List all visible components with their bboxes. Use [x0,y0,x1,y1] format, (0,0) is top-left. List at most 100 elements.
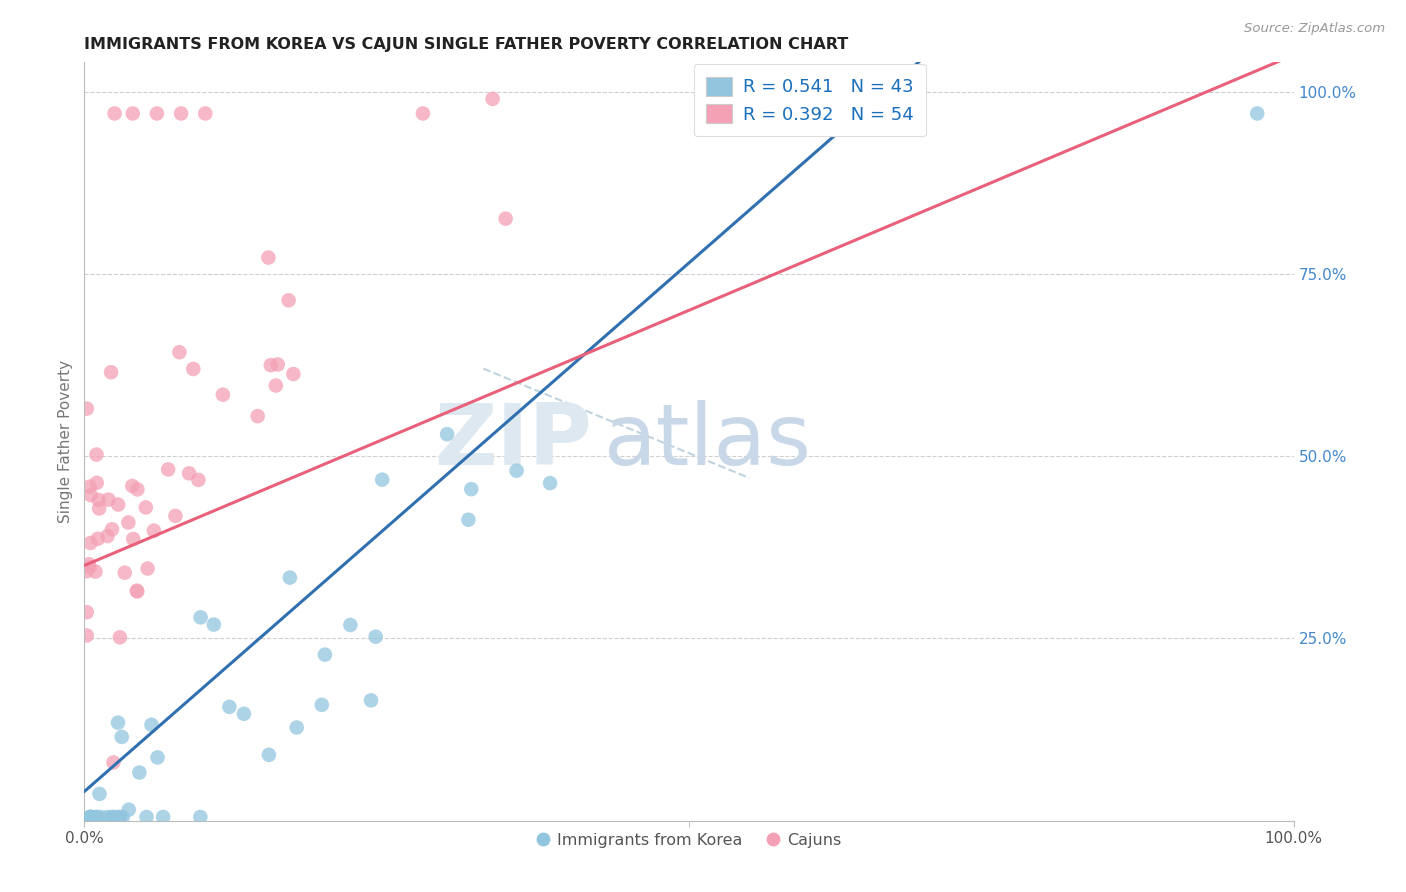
Point [194,106,217,120]
Point [101,522,124,536]
Point [460,482,482,496]
Point [436,427,458,442]
Point [314,648,336,662]
Point [412,106,434,120]
Point [103,810,125,824]
Point [111,730,134,744]
Point [96,810,118,824]
Point [136,561,159,575]
Point [481,92,503,106]
Point [76,564,98,578]
Point [232,706,254,721]
Point [79,536,101,550]
Point [79,810,101,824]
Point [339,618,361,632]
Point [187,473,209,487]
Point [169,345,191,359]
Point [108,810,131,824]
Point [127,483,149,497]
Point [190,810,212,824]
Point [125,583,148,598]
Point [107,810,129,824]
Point [86,475,108,490]
Point [212,387,235,401]
Point [107,715,129,730]
Point [283,367,305,381]
Point [128,765,150,780]
Point [79,810,101,824]
Point [121,106,143,120]
Point [267,358,290,372]
Point [457,513,479,527]
Point [364,630,387,644]
Point [360,693,382,707]
Point [79,560,101,574]
Point [111,810,134,824]
Point [121,479,143,493]
Text: atlas: atlas [605,400,813,483]
Text: Source: ZipAtlas.com: Source: ZipAtlas.com [1244,22,1385,36]
Point [218,699,240,714]
Point [278,571,301,585]
Point [538,476,561,491]
Point [122,532,145,546]
Point [371,473,394,487]
Point [80,810,103,824]
Point [170,106,193,120]
Point [277,293,299,308]
Point [181,362,204,376]
Point [84,810,107,824]
Point [257,747,280,762]
Point [260,358,283,372]
Point [76,401,98,416]
Legend: Immigrants from Korea, Cajuns: Immigrants from Korea, Cajuns [530,827,848,855]
Point [84,565,107,579]
Point [114,566,136,580]
Point [100,365,122,379]
Point [311,698,333,712]
Point [101,810,124,824]
Point [142,524,165,538]
Point [177,467,200,481]
Text: IMMIGRANTS FROM KOREA VS CAJUN SINGLE FATHER POVERTY CORRELATION CHART: IMMIGRANTS FROM KOREA VS CAJUN SINGLE FA… [84,37,849,52]
Point [264,378,287,392]
Point [76,628,98,642]
Point [107,498,129,512]
Point [89,787,111,801]
Point [190,610,212,624]
Point [146,750,169,764]
Point [86,810,108,824]
Point [117,516,139,530]
Point [79,480,101,494]
Point [157,462,180,476]
Point [146,106,169,120]
Point [505,464,527,478]
Point [108,630,131,644]
Point [202,617,225,632]
Point [257,251,280,265]
Point [89,501,111,516]
Text: ZIP: ZIP [434,400,592,483]
Point [103,756,125,770]
Point [141,718,163,732]
Y-axis label: Single Father Poverty: Single Father Poverty [58,360,73,523]
Point [1246,106,1268,120]
Point [152,810,174,824]
Point [87,532,110,546]
Point [79,810,101,824]
Point [86,448,108,462]
Point [96,529,118,543]
Point [79,810,101,824]
Point [127,584,149,599]
Point [77,558,100,572]
Point [285,721,308,735]
Point [135,500,157,515]
Point [104,106,127,120]
Point [80,488,103,502]
Point [87,493,110,508]
Point [495,211,517,226]
Point [135,810,157,824]
Point [90,810,112,824]
Point [97,492,120,507]
Point [246,409,269,424]
